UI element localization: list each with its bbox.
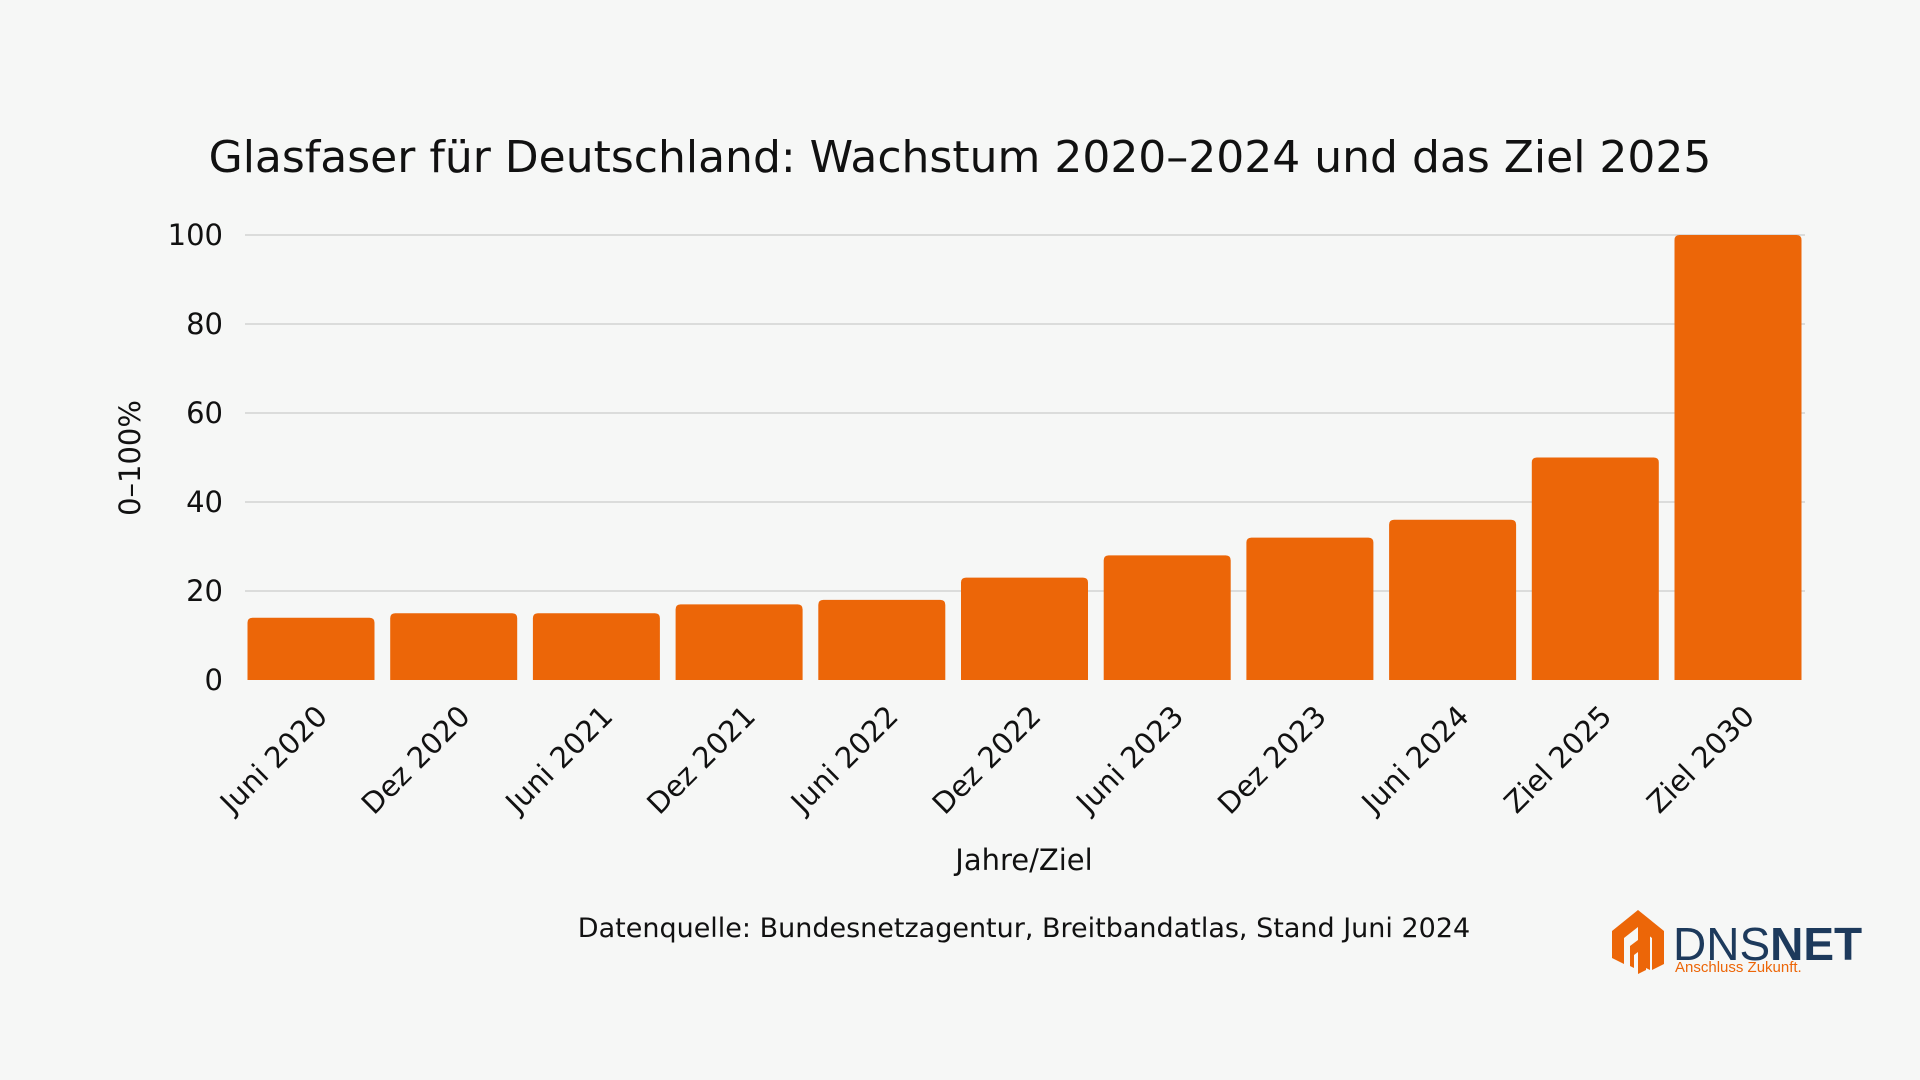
y-tick-label: 60 (186, 396, 223, 430)
house-logo-icon (1612, 910, 1664, 974)
chart-title: Glasfaser für Deutschland: Wachstum 2020… (209, 132, 1712, 183)
x-tick-label: Juni 2023 (1068, 699, 1190, 821)
x-axis-ticks: Juni 2020 Dez 2020 Juni 2021 Dez 2021 Juni 2… (212, 699, 1761, 821)
x-tick-label: Juni 2022 (783, 699, 905, 821)
logo-wordmark: DNSNET (1673, 918, 1862, 970)
x-tick-label: Juni 2020 (212, 699, 334, 821)
bar-juni-2020 (247, 617, 375, 680)
y-tick-label: 0 (205, 663, 223, 697)
y-tick-label: 20 (186, 574, 223, 608)
bar-juni-2023 (1103, 555, 1231, 680)
bar-dez-2023 (1246, 537, 1374, 680)
x-tick-label: Dez 2021 (640, 699, 762, 821)
x-tick-label: Dez 2022 (926, 699, 1048, 821)
bar-dez-2020 (390, 613, 518, 680)
bar-juni-2024 (1389, 519, 1517, 680)
bar-ziel-2025 (1531, 457, 1659, 680)
x-tick-label: Dez 2023 (1211, 699, 1333, 821)
y-axis-ticks: 0 20 40 60 80 100 (168, 218, 223, 697)
logo-wordmark-net: NET (1770, 918, 1862, 970)
bar-juni-2022 (818, 599, 946, 680)
y-tick-label: 40 (186, 485, 223, 519)
x-tick-label: Juni 2024 (1354, 699, 1476, 821)
x-tick-label: Dez 2020 (355, 699, 477, 821)
data-source-note: Datenquelle: Bundesnetzagentur, Breitban… (578, 913, 1470, 944)
logo-tagline: Anschluss Zukunft. (1675, 959, 1802, 976)
bar-dez-2021 (675, 604, 803, 680)
x-tick-label: Juni 2021 (497, 699, 619, 821)
dnsnet-logo: DNSNET Anschluss Zukunft. (1612, 910, 1862, 976)
bars (247, 235, 1802, 680)
x-axis-label: Jahre/Ziel (953, 843, 1092, 877)
x-tick-label: Ziel 2025 (1497, 699, 1618, 820)
bar-ziel-2030 (1674, 235, 1802, 680)
bar-dez-2022 (961, 577, 1088, 680)
x-tick-label: Ziel 2030 (1640, 699, 1761, 820)
y-tick-label: 100 (168, 218, 223, 252)
y-axis-label: 0–100% (113, 400, 147, 516)
bar-juni-2021 (532, 613, 660, 680)
logo-wordmark-dns: DNS (1673, 918, 1770, 970)
y-tick-label: 80 (186, 307, 223, 341)
